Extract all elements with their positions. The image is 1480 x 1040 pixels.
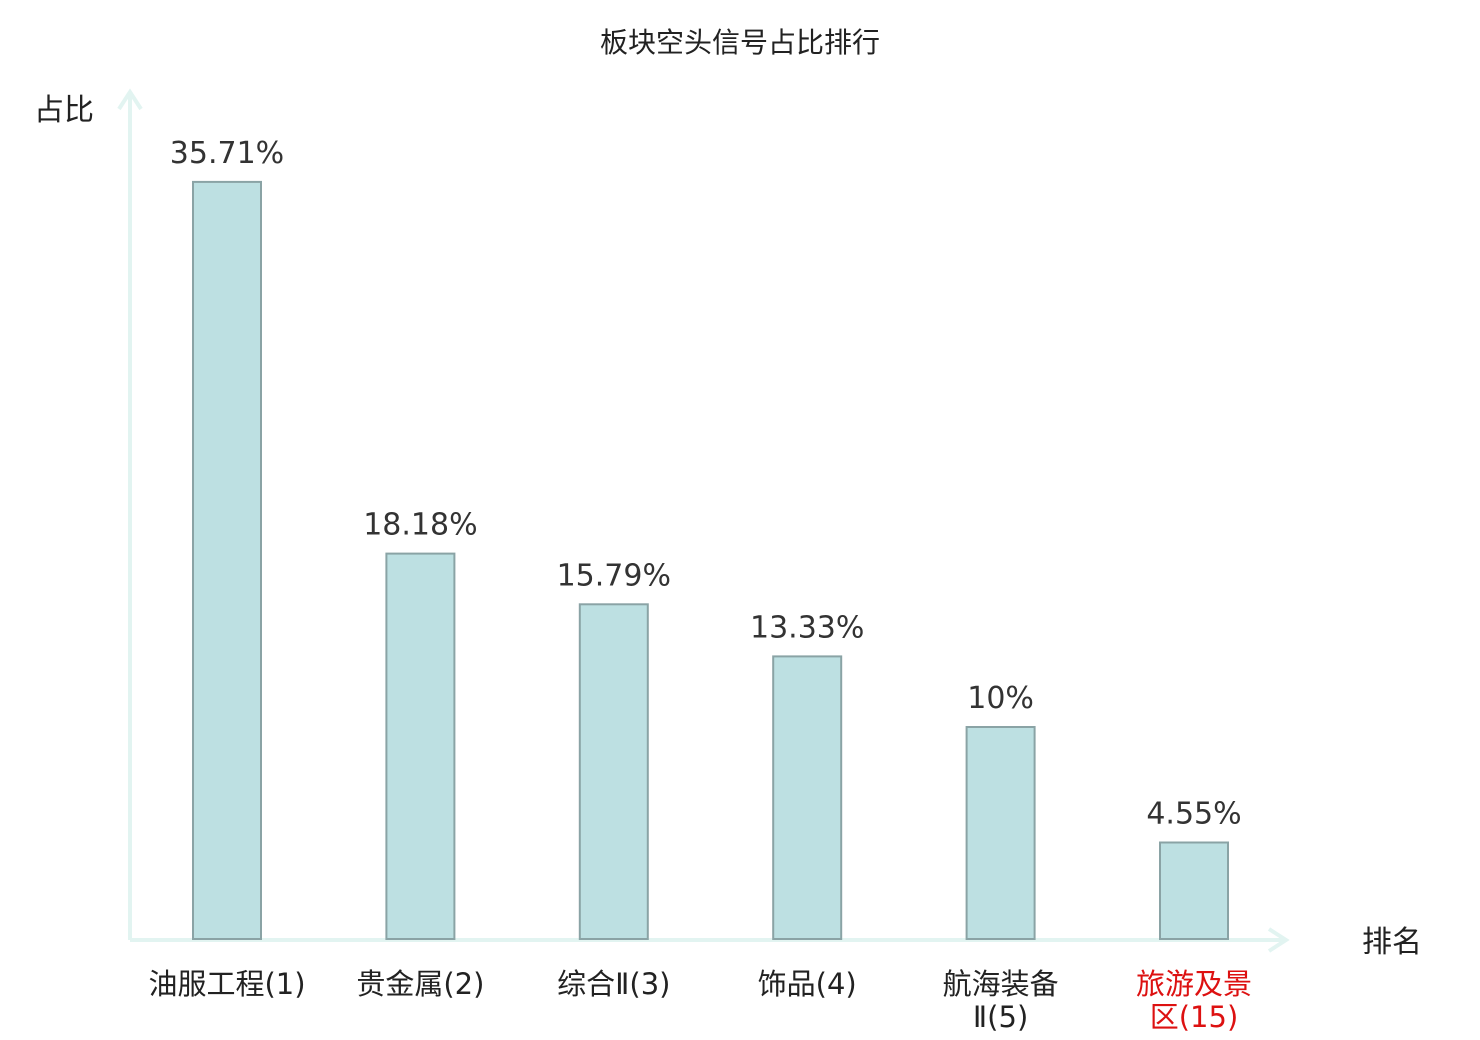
bar-6 [1159, 841, 1229, 940]
value-label-2: 18.18% [363, 508, 477, 543]
category-label-6: 旅游及景区(15) [1136, 967, 1252, 1034]
value-label-6: 4.55% [1146, 797, 1241, 832]
value-label-group: 35.71% 18.18% 15.79% 13.33% 10% 4.55% [170, 136, 1242, 832]
value-label-4: 13.33% [750, 610, 864, 645]
category-label-4: 饰品(4) [758, 967, 857, 1001]
category-label-2: 贵金属(2) [356, 967, 484, 1001]
value-label-1: 35.71% [170, 136, 284, 171]
x-axis-arrow [1267, 927, 1290, 953]
category-label-line: 饰品(4) [758, 967, 857, 1001]
bar-5 [965, 726, 1036, 940]
category-label-1: 油服工程(1) [148, 967, 305, 1001]
bar-2 [385, 552, 456, 940]
category-label-3: 综合Ⅱ(3) [557, 967, 670, 1001]
value-label-3: 15.79% [557, 558, 671, 593]
category-label-line: 航海装备 [943, 967, 1059, 1001]
bar-group [192, 180, 1229, 941]
category-label-line: Ⅱ(5) [973, 1000, 1028, 1034]
y-axis-arrow [117, 88, 143, 111]
category-label-line: 综合Ⅱ(3) [557, 967, 670, 1001]
category-label-line: 旅游及景 [1136, 967, 1252, 1001]
value-label-5: 10% [967, 681, 1034, 716]
category-label-5: 航海装备 Ⅱ(5) [943, 967, 1059, 1034]
category-label-line: 贵金属(2) [356, 967, 484, 1001]
bar-4 [772, 655, 843, 941]
category-label-line: 油服工程(1) [148, 967, 305, 1001]
bar-1 [192, 180, 262, 940]
category-label-group: 油服工程(1) 贵金属(2) 综合Ⅱ(3) 饰品(4) 航海装备 Ⅱ(5) 旅游及景区(15… [148, 967, 1252, 1034]
x-axis-label: 排名 [1362, 925, 1422, 960]
chart-title: 板块空头信号占比排行 [600, 26, 880, 59]
y-axis-label: 占比 [34, 93, 94, 128]
category-label-line: 区(15) [1150, 1000, 1239, 1034]
bar-3 [578, 603, 649, 940]
